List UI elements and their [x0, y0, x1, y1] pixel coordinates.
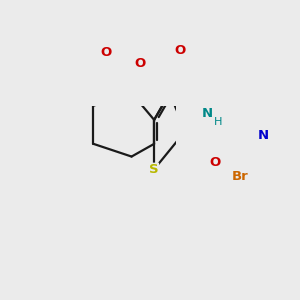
Text: Br: Br: [232, 170, 249, 183]
Text: H: H: [214, 117, 222, 127]
Text: N: N: [258, 129, 269, 142]
Text: O: O: [134, 57, 146, 70]
Text: S: S: [149, 163, 159, 176]
Text: O: O: [209, 156, 220, 169]
Text: N: N: [202, 107, 213, 120]
Text: O: O: [101, 46, 112, 59]
Text: O: O: [174, 44, 185, 57]
